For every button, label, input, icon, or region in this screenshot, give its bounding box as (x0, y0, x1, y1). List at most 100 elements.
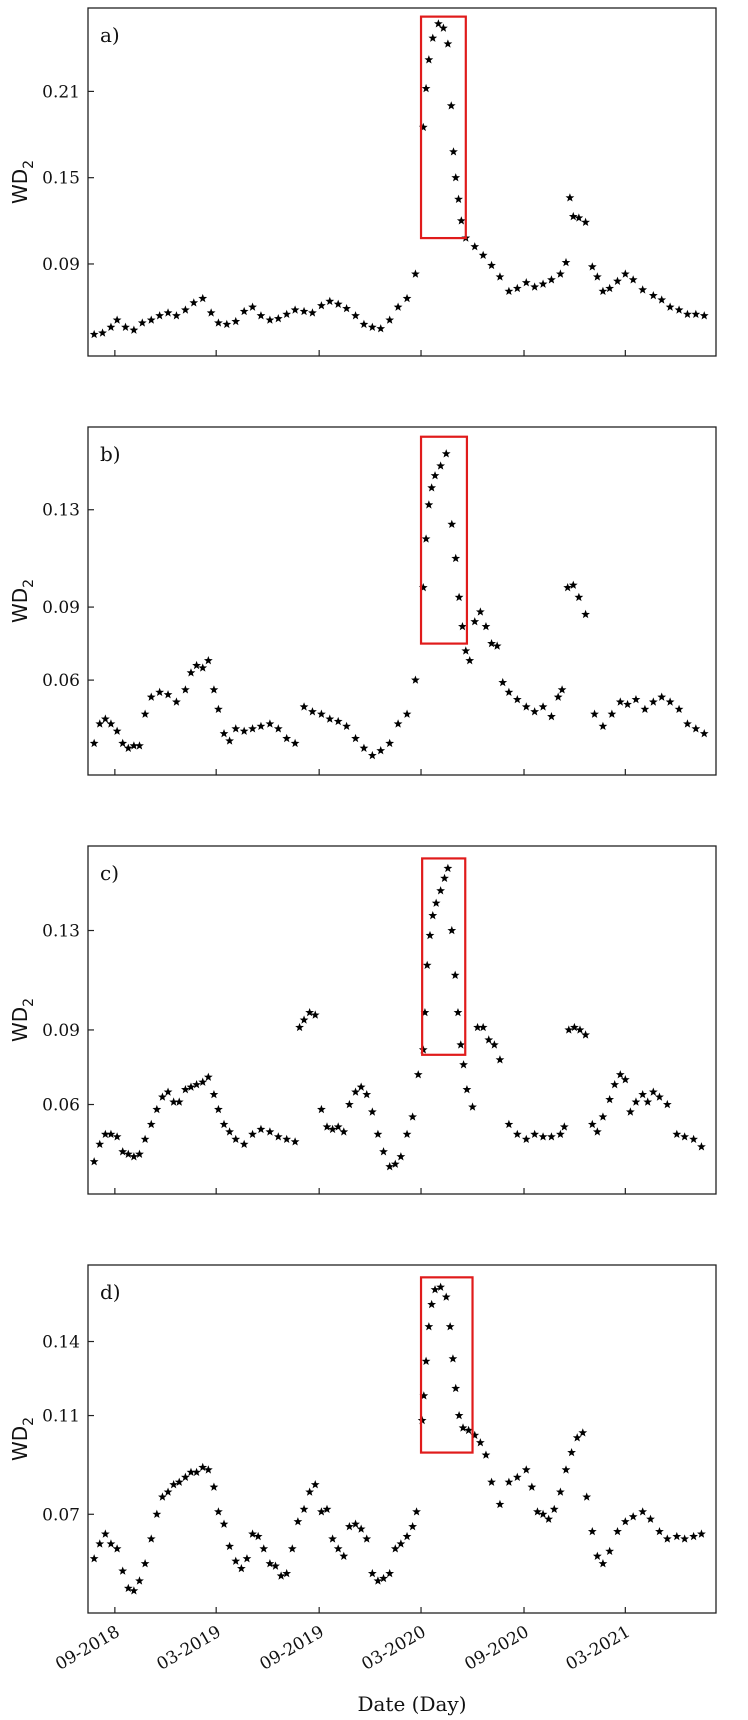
data-point (424, 55, 434, 64)
y-axis-label: WD2 (8, 579, 37, 623)
data-point (689, 1531, 698, 1541)
data-point (556, 1487, 565, 1496)
data-point (631, 1097, 641, 1106)
data-point (174, 1097, 184, 1106)
data-point (206, 308, 216, 317)
data-point (189, 298, 199, 307)
data-point (100, 1129, 110, 1139)
data-point (454, 1410, 464, 1420)
y-tick-label: 0.09 (42, 1021, 80, 1041)
data-point (470, 242, 480, 251)
data-point (231, 1134, 241, 1144)
data-point (123, 1149, 133, 1158)
data-point (473, 1022, 482, 1032)
data-point (625, 1107, 635, 1116)
data-point (450, 970, 460, 979)
data-point (561, 257, 571, 267)
data-point (565, 193, 575, 202)
data-point (308, 308, 317, 317)
data-point (95, 1139, 105, 1149)
data-point (248, 724, 257, 733)
data-point (538, 1132, 548, 1141)
data-point (112, 726, 122, 735)
highlight-box (419, 15, 467, 240)
y-tick-label: 0.11 (42, 1407, 80, 1427)
data-point (680, 1534, 690, 1543)
data-point (287, 1544, 297, 1553)
data-point (521, 702, 531, 711)
data-point (648, 697, 658, 706)
data-point (458, 1423, 468, 1432)
data-point (214, 1507, 223, 1516)
y-tick-label: 0.21 (42, 82, 80, 102)
data-point (478, 250, 488, 260)
data-point (462, 1085, 472, 1094)
data-point (276, 1571, 286, 1580)
data-point (172, 697, 181, 706)
data-point (248, 302, 257, 311)
data-point (169, 1480, 179, 1489)
data-point (657, 295, 667, 304)
data-point (689, 1134, 698, 1144)
data-point (342, 303, 351, 313)
data-point (453, 1007, 463, 1017)
data-point (613, 276, 622, 285)
data-point (282, 309, 292, 319)
data-point (402, 1129, 412, 1139)
plot-frame (87, 426, 717, 776)
data-point (181, 1472, 190, 1481)
data-point (317, 1507, 326, 1516)
data-point (379, 1147, 388, 1156)
data-point (458, 621, 467, 631)
data-point (265, 315, 275, 324)
data-point (699, 729, 709, 738)
data-point (598, 1112, 608, 1121)
data-point (454, 592, 464, 602)
data-point (203, 1465, 213, 1474)
data-point (106, 322, 116, 331)
x-tick-labels: 09-2018 03-2019 09-2019 03-2020 09-2020 … (52, 1622, 634, 1675)
data-point (282, 733, 292, 743)
data-point (454, 194, 463, 203)
data-point (271, 1561, 280, 1570)
data-point (367, 1107, 377, 1116)
data-point (256, 721, 266, 731)
data-point (512, 283, 522, 293)
data-point (265, 1127, 275, 1136)
data-point (640, 704, 650, 714)
data-point (412, 1507, 421, 1516)
data-point (421, 83, 431, 93)
data-point (581, 1030, 590, 1039)
data-point (530, 282, 540, 291)
data-point (219, 1119, 229, 1129)
data-point (345, 1099, 354, 1109)
data-point (443, 39, 453, 48)
data-point (557, 685, 567, 694)
data-point (492, 641, 502, 650)
data-point (385, 738, 395, 748)
data-point (89, 738, 99, 748)
data-point (665, 302, 675, 311)
data-point (333, 299, 343, 308)
data-point (504, 687, 514, 696)
data-point (146, 315, 156, 324)
data-point (118, 738, 128, 748)
data-point (89, 1157, 99, 1166)
data-point (598, 1559, 608, 1568)
data-point (441, 449, 451, 458)
data-point (680, 1132, 690, 1141)
data-point (402, 293, 412, 303)
data-point (181, 305, 190, 314)
data-point (424, 1322, 434, 1331)
data-point (581, 217, 590, 226)
data-point (169, 1097, 179, 1106)
data-point (100, 714, 110, 723)
data-point (411, 269, 420, 278)
y-axis-label: WD2 (8, 160, 37, 204)
y-tick-label: 0.06 (42, 671, 80, 691)
data-point (672, 1129, 682, 1139)
data-point (572, 1433, 582, 1442)
data-point (464, 1425, 473, 1435)
data-point (547, 711, 556, 721)
data-point (225, 1127, 234, 1136)
